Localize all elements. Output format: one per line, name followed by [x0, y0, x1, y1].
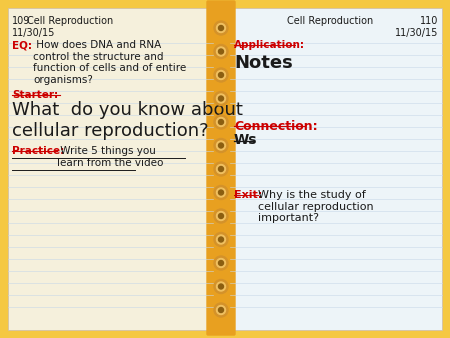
Circle shape — [219, 167, 224, 171]
Text: 11/30/15: 11/30/15 — [12, 28, 55, 38]
Text: Practice:: Practice: — [12, 146, 64, 156]
Circle shape — [214, 115, 228, 129]
Text: Application:: Application: — [234, 40, 305, 50]
Text: How does DNA and RNA
control the structure and
function of cells and of entire
o: How does DNA and RNA control the structu… — [33, 40, 186, 85]
Circle shape — [214, 303, 228, 317]
Circle shape — [219, 214, 224, 218]
Text: Exit:: Exit: — [234, 190, 262, 200]
Circle shape — [214, 139, 228, 152]
Circle shape — [219, 190, 224, 195]
Text: Notes: Notes — [234, 54, 293, 72]
Circle shape — [216, 71, 225, 79]
Circle shape — [219, 143, 224, 148]
Circle shape — [219, 96, 224, 101]
Circle shape — [216, 188, 225, 197]
Circle shape — [219, 261, 224, 266]
Circle shape — [216, 141, 225, 150]
Circle shape — [214, 45, 228, 58]
Text: Ws: Ws — [234, 133, 257, 147]
Text: 109: 109 — [12, 16, 31, 26]
Circle shape — [214, 209, 228, 223]
Text: EQ:: EQ: — [12, 40, 32, 50]
Circle shape — [216, 118, 225, 126]
Circle shape — [219, 237, 224, 242]
Circle shape — [216, 24, 225, 32]
Text: Cell Reproduction: Cell Reproduction — [287, 16, 373, 26]
Circle shape — [219, 308, 224, 313]
Text: Write 5 things you
learn from the video: Write 5 things you learn from the video — [57, 146, 163, 168]
Circle shape — [214, 68, 228, 82]
Circle shape — [214, 21, 228, 35]
Circle shape — [219, 49, 224, 54]
Circle shape — [216, 165, 225, 173]
Circle shape — [214, 256, 228, 270]
Circle shape — [219, 120, 224, 124]
Circle shape — [216, 282, 225, 291]
FancyBboxPatch shape — [8, 8, 213, 330]
FancyBboxPatch shape — [207, 1, 235, 335]
Circle shape — [216, 259, 225, 267]
Circle shape — [216, 306, 225, 314]
Circle shape — [214, 186, 228, 199]
Circle shape — [214, 233, 228, 246]
Text: Connection:: Connection: — [234, 120, 318, 133]
Circle shape — [216, 47, 225, 56]
Text: What  do you know about
cellular reproduction?: What do you know about cellular reproduc… — [12, 101, 243, 140]
Circle shape — [214, 162, 228, 176]
Circle shape — [219, 284, 224, 289]
Circle shape — [216, 94, 225, 103]
Circle shape — [216, 235, 225, 244]
Circle shape — [219, 25, 224, 30]
FancyBboxPatch shape — [230, 8, 442, 330]
Circle shape — [214, 280, 228, 293]
Text: 110: 110 — [419, 16, 438, 26]
Circle shape — [214, 92, 228, 105]
Text: Starter:: Starter: — [12, 90, 58, 100]
Circle shape — [216, 212, 225, 220]
Text: Cell Reproduction: Cell Reproduction — [27, 16, 113, 26]
Text: 11/30/15: 11/30/15 — [395, 28, 438, 38]
Text: Why is the study of
cellular reproduction
important?: Why is the study of cellular reproductio… — [258, 190, 374, 223]
Circle shape — [219, 72, 224, 77]
